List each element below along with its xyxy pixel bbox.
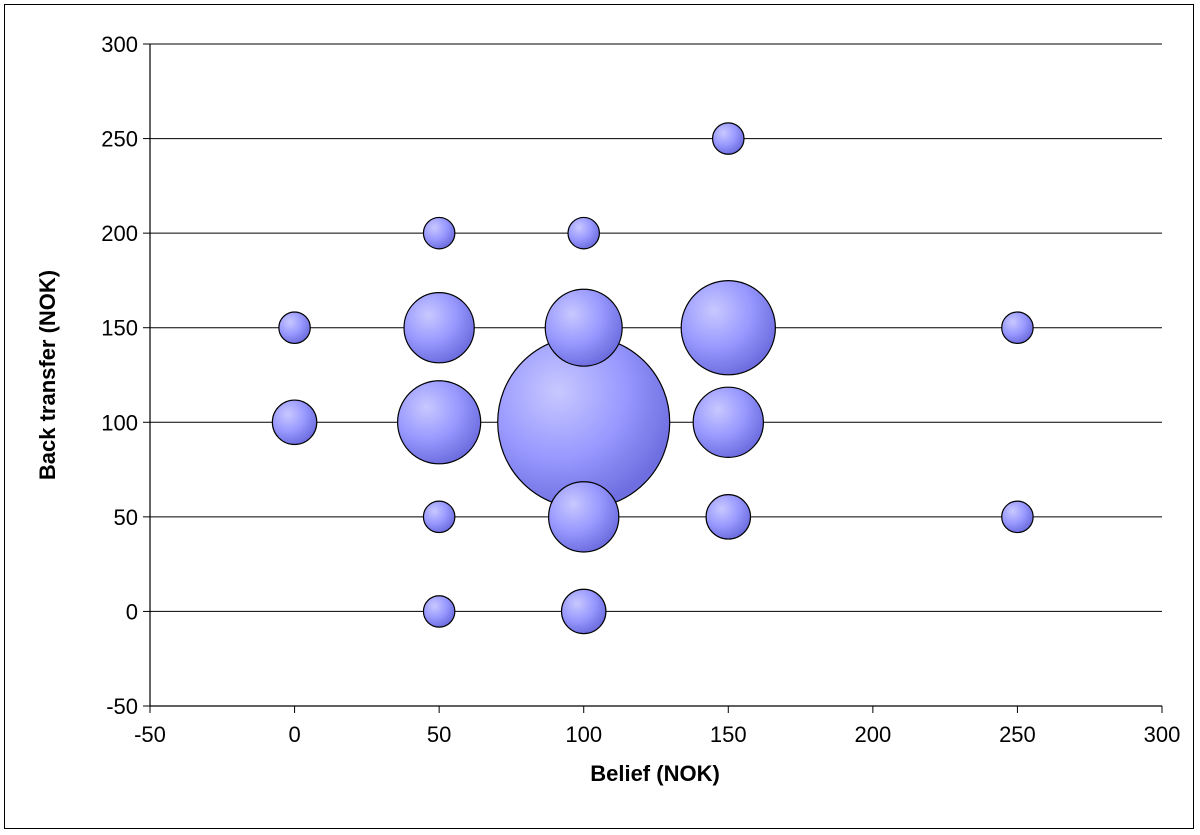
y-tick-label: 250: [101, 127, 138, 152]
bubble-point: [1001, 500, 1034, 534]
bubble-point: [1001, 311, 1034, 345]
bubble-point: [278, 311, 311, 345]
x-tick-label: 200: [854, 722, 891, 747]
y-tick-label: 200: [101, 221, 138, 246]
axes: [143, 43, 1163, 713]
y-tick-label: -50: [106, 694, 138, 719]
gridlines: [150, 43, 1162, 612]
y-tick-label: 150: [101, 316, 138, 341]
x-tick-label: 50: [427, 722, 451, 747]
x-tick-label: 250: [999, 722, 1036, 747]
y-tick-label: 0: [126, 599, 138, 624]
y-tick-label: 50: [114, 505, 138, 530]
bubble-point: [403, 292, 475, 364]
x-tick-label: 100: [565, 722, 602, 747]
bubble-point: [397, 380, 482, 465]
bubble-point: [548, 481, 620, 553]
tick-labels: -50 0 50 100 150 200 250 300 -50 0 50 100 150 200 250 3…: [101, 32, 1180, 747]
bubble-point: [705, 494, 752, 540]
bubble-point: [422, 500, 456, 534]
bubble-point: [711, 122, 745, 155]
x-tick-label: -50: [134, 722, 166, 747]
bubble-point: [692, 386, 764, 458]
y-tick-label: 300: [101, 32, 138, 57]
x-tick-label: 150: [710, 722, 747, 747]
y-axis-title: Back transfer (NOK): [35, 270, 60, 480]
bubbles: [271, 122, 1034, 635]
bubble-point: [560, 588, 607, 635]
bubble-point: [567, 216, 601, 250]
bubble-point: [422, 595, 456, 628]
bubble-point: [271, 399, 318, 446]
x-tick-label: 300: [1144, 722, 1181, 747]
bubble-point: [544, 288, 623, 367]
bubble-point: [680, 280, 776, 376]
x-axis-title: Belief (NOK): [590, 761, 720, 786]
bubble-point: [422, 216, 456, 250]
x-tick-label: 0: [288, 722, 300, 747]
y-tick-label: 100: [101, 410, 138, 435]
